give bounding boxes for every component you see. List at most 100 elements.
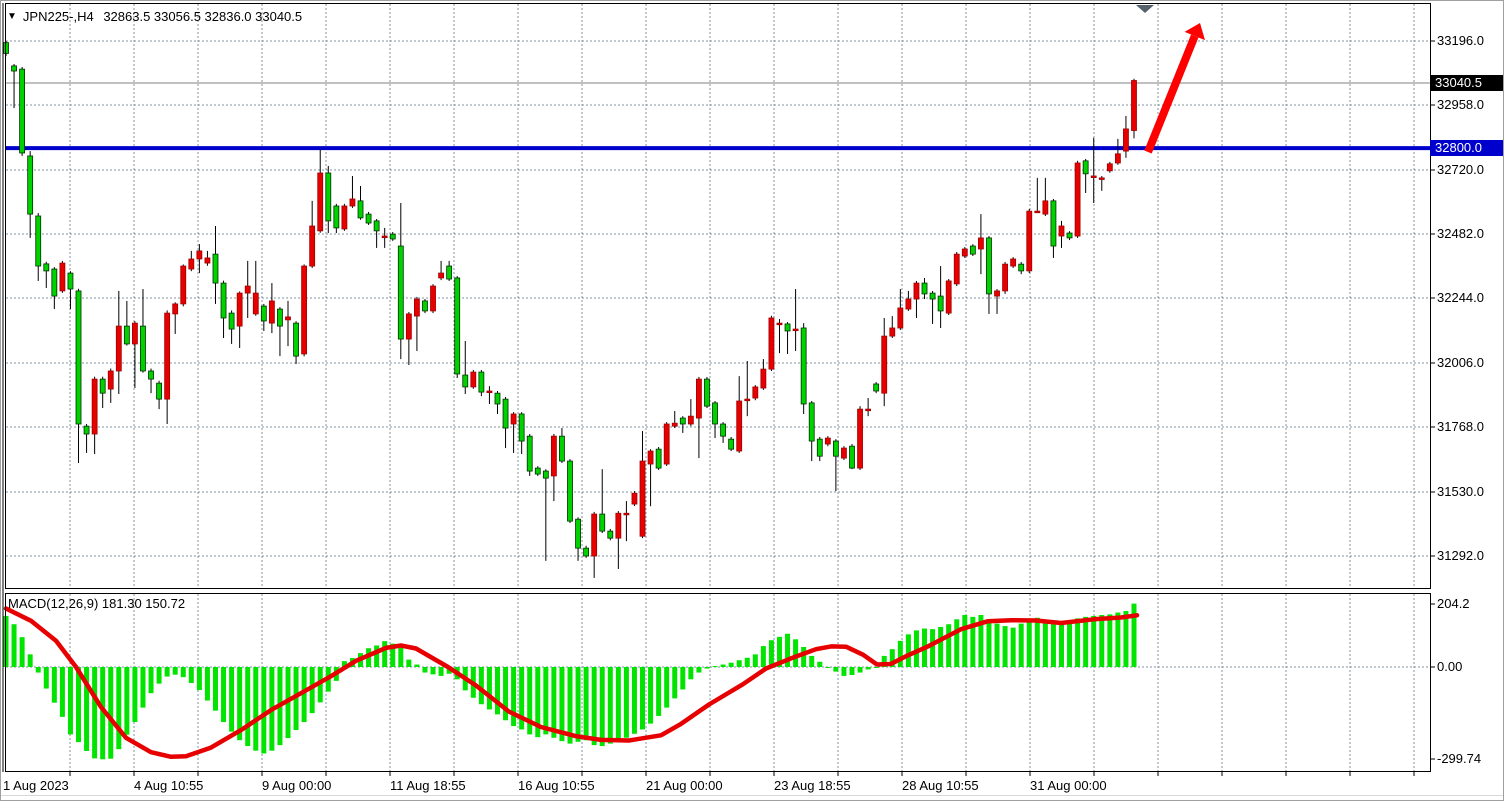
macd-histogram-bar: [196, 667, 202, 691]
macd-axis-label: 204.2: [1437, 596, 1470, 611]
price-axis-label: 32244.0: [1437, 290, 1484, 305]
macd-histogram-bar: [1123, 611, 1129, 667]
macd-histogram-bar: [946, 624, 952, 667]
candle-body: [107, 370, 114, 390]
candle-body: [800, 327, 807, 405]
macd-indicator-label: MACD(12,26,9) 181.30 150.72: [8, 596, 186, 611]
candle-body: [140, 325, 146, 372]
macd-histogram-bar: [1083, 616, 1089, 667]
candle-body: [59, 262, 66, 292]
macd-histogram-bar: [341, 661, 347, 667]
candle-body: [736, 400, 743, 452]
candle-body: [744, 398, 751, 402]
time-axis-label: 28 Aug 10:55: [902, 778, 979, 793]
candle-body: [11, 65, 17, 72]
candle-body: [325, 172, 332, 222]
macd-histogram-bar: [938, 627, 944, 667]
macd-histogram-bar: [833, 667, 839, 672]
macd-histogram-bar: [1010, 627, 1016, 667]
candle-body: [164, 312, 171, 400]
candle-body: [534, 467, 541, 475]
scroll-to-end-marker-icon[interactable]: [1136, 5, 1154, 13]
candle-body: [687, 415, 694, 425]
macd-histogram-bar: [486, 667, 492, 710]
macd-histogram-bar: [728, 662, 734, 667]
macd-histogram-bar: [261, 667, 267, 754]
price-axis-label: 31292.0: [1437, 548, 1484, 563]
candle-body: [937, 295, 944, 312]
candle-body: [978, 237, 984, 250]
macd-histogram-bar: [148, 667, 154, 694]
macd-histogram-bar: [398, 645, 404, 667]
macd-axis-label: 0.00: [1437, 659, 1463, 674]
macd-histogram-bar: [382, 641, 388, 667]
candle-body: [1090, 175, 1097, 178]
candle-body: [913, 282, 920, 300]
candle-body: [123, 325, 130, 345]
candle-body: [188, 258, 195, 270]
macd-histogram-bar: [35, 667, 41, 673]
time-axis-label: 11 Aug 18:55: [390, 778, 466, 793]
macd-histogram-bar: [1034, 617, 1040, 667]
candle-body: [994, 290, 1000, 297]
candle-body: [1131, 80, 1137, 131]
macd-histogram-bar: [978, 615, 984, 667]
macd-histogram-bar: [438, 667, 444, 676]
candle-body: [309, 225, 316, 267]
macd-histogram-bar: [188, 667, 194, 683]
candle-body: [792, 328, 799, 332]
candle-body: [454, 277, 461, 375]
macd-histogram-bar: [704, 667, 710, 669]
candle-body: [591, 513, 598, 557]
macd-histogram-bar: [986, 620, 992, 667]
macd-histogram-bar: [422, 667, 428, 673]
macd-histogram-bar: [164, 667, 170, 677]
symbol-timeframe-label: JPN225-,H4: [22, 9, 94, 24]
candle-body: [849, 445, 855, 469]
candle-body: [341, 205, 348, 230]
candle-body: [236, 292, 243, 327]
time-axis-label: 1 Aug 2023: [3, 778, 69, 793]
symbol-dropdown-icon[interactable]: ▼: [7, 10, 17, 22]
candle-body: [285, 316, 291, 321]
candle-body: [19, 68, 26, 154]
candle-body: [212, 253, 219, 284]
candle-body: [1010, 258, 1017, 267]
trend-arrow-shaft[interactable]: [1144, 34, 1199, 154]
price-axis-label: 33196.0: [1437, 33, 1484, 48]
macd-histogram-bar: [309, 667, 315, 714]
candle-body: [1018, 263, 1025, 272]
macd-histogram-bar: [430, 667, 436, 675]
candle-body: [881, 335, 888, 394]
candle-body: [252, 292, 259, 315]
macd-histogram-bar: [374, 645, 380, 667]
candle-body: [1074, 162, 1081, 237]
candle-body: [986, 237, 992, 295]
candle-body: [663, 423, 670, 465]
candle-body: [389, 233, 396, 240]
macd-histogram-bar: [760, 646, 766, 667]
main-panel-border: [5, 3, 1431, 589]
macd-histogram-bar: [519, 667, 525, 730]
macd-histogram-bar: [84, 667, 90, 751]
macd-histogram-bar: [970, 616, 976, 667]
macd-histogram-bar: [221, 667, 227, 723]
candle-body: [446, 265, 453, 280]
time-axis-label: 23 Aug 18:55: [774, 778, 851, 793]
candle-body: [115, 325, 122, 372]
candle-body: [27, 155, 34, 215]
macd-histogram-bar: [857, 667, 863, 673]
candle-body: [567, 460, 573, 522]
candle-body: [824, 437, 831, 445]
candle-body: [397, 245, 404, 340]
trend-arrow-head[interactable]: [1184, 23, 1205, 41]
candle-body: [816, 438, 823, 457]
candle-body: [889, 327, 896, 337]
macd-histogram-bar: [696, 667, 702, 673]
candle-body: [768, 317, 775, 370]
candle-body: [704, 378, 710, 407]
macd-histogram-bar: [688, 667, 694, 680]
macd-histogram-bar: [801, 647, 807, 667]
